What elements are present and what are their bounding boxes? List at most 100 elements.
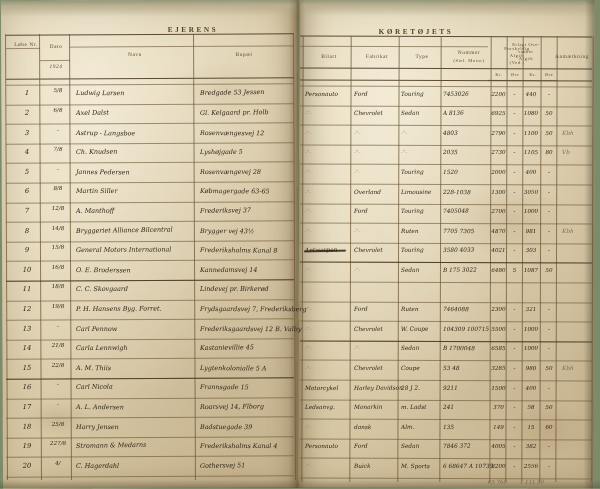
- cell-forskyldig-ore: -: [513, 91, 516, 98]
- cell-forskyldig-ore: 5: [512, 267, 517, 274]
- cell-fabrikat: -"-: [353, 267, 361, 274]
- cell-forskyldig-kr: 3285: [491, 365, 506, 372]
- cell-nummer: 2035: [442, 150, 458, 157]
- cell-bilart: -"-: [304, 268, 312, 275]
- header-ore-1: Øre: [510, 72, 520, 77]
- cell-forskyldig-ore: -: [513, 248, 516, 255]
- cell-erlagt-ore: 50: [545, 130, 553, 137]
- cell-lobe-nr: 1: [24, 89, 30, 98]
- cell-type: -"-: [400, 150, 408, 157]
- cell-dato: -: [57, 166, 59, 173]
- cell-type: M. Sports: [400, 464, 430, 471]
- cell-type: m. Ladst: [400, 405, 427, 412]
- cell-lobe-nr: 3: [24, 128, 30, 137]
- cell-erlagt-kr: 15: [527, 424, 535, 431]
- cell-forskyldig-ore: -: [513, 150, 516, 157]
- cell-navn: C. C. Skovgaard: [75, 285, 129, 294]
- cell-bilart: -"-: [304, 228, 312, 235]
- cell-lobe-nr: 11: [22, 285, 32, 294]
- cell-erlagt-kr: 2556: [523, 463, 539, 470]
- cell-navn: A. M. Thiis: [75, 363, 112, 372]
- cell-lobe-nr: 7: [24, 206, 30, 215]
- cell-type: W. Coupe: [400, 326, 429, 333]
- cell-navn: Axel Dalst: [75, 108, 109, 117]
- cell-fabrikat: Chevrolet: [353, 248, 383, 255]
- header-forskyldig: Forskyldig: [504, 46, 530, 51]
- cell-forskyldig-ore: -: [513, 111, 516, 118]
- cell-forskyldig-ore: -: [513, 405, 516, 412]
- cell-dato: -: [57, 323, 59, 330]
- cell-erlagt-ore: 50: [545, 405, 553, 412]
- header-fabrikat: Fabrikat: [365, 54, 389, 60]
- cell-anmaerkning: Kbh: [561, 228, 574, 235]
- cell-nummer: B 175 3022: [442, 267, 477, 274]
- cell-erlagt-ore: -: [548, 209, 550, 216]
- cell-lobe-nr: 12: [22, 304, 32, 313]
- cell-bopael: Brygger vej 43½: [199, 226, 255, 235]
- cell-nummer: B 1700048: [442, 346, 475, 353]
- cell-navn: Carl Pennow: [75, 324, 118, 333]
- total-erlagt: 1 111 50: [519, 479, 545, 486]
- header-type: Type: [415, 54, 429, 60]
- bottom-edge-shadow: [0, 480, 600, 488]
- cell-navn: General Motors International: [75, 245, 172, 255]
- cell-forskyldig-ore: -: [513, 209, 516, 216]
- cell-forskyldig-ore: -: [513, 365, 516, 372]
- header-nummer-sub: (Stel. Motor): [453, 58, 485, 63]
- cell-erlagt-kr: 400: [525, 169, 537, 176]
- cell-fabrikat: Monarkin: [353, 404, 383, 412]
- cell-lobe-nr: 18: [22, 422, 32, 431]
- cell-type: Sedan: [400, 444, 420, 451]
- cell-nummer: 135: [442, 424, 455, 431]
- cell-forskyldig-kr: 2790: [491, 130, 506, 137]
- cell-type: Touring: [400, 248, 424, 255]
- cell-forskyldig-ore: -: [513, 326, 516, 333]
- cell-dato: 7/8: [53, 147, 63, 154]
- cell-bilart: -"-: [304, 424, 312, 431]
- header-kr-1: Kr.: [495, 72, 503, 77]
- cell-erlagt-ore: -: [548, 326, 550, 333]
- cell-erlagt-ore: -: [548, 463, 550, 470]
- cell-fabrikat: -"-: [353, 130, 361, 137]
- cell-forskyldig-kr: 4870: [491, 228, 506, 235]
- cell-type: Coupe: [400, 366, 420, 373]
- cell-fabrikat: Harley Davidson: [353, 385, 403, 392]
- header-erlagt: Erlagt Ove-: [512, 42, 540, 47]
- cell-navn: Ludwig Larsen: [75, 89, 125, 98]
- cell-navn: O. E. Broderssen: [75, 265, 131, 275]
- cell-nummer: 104309 100715: [442, 326, 490, 333]
- cell-navn: Harry Jensen: [75, 422, 119, 431]
- cell-forskyldig-kr: 370: [493, 405, 504, 412]
- cell-erlagt-ore: -: [548, 189, 550, 196]
- cell-fabrikat: dansk: [353, 424, 372, 431]
- cell-bopael: Frannsgade 15: [199, 383, 249, 392]
- cell-fabrikat: Chevrolet: [353, 326, 383, 333]
- cell-erlagt-kr: 1087: [523, 267, 539, 274]
- cell-dato: 19/8: [51, 304, 65, 311]
- cell-forskyldig-kr: 1500: [491, 385, 506, 392]
- cell-dato: 16/8: [51, 264, 65, 271]
- cell-dato: 5/8: [53, 88, 63, 95]
- header-bilart: Bilart: [321, 54, 337, 60]
- cell-fabrikat: -"-: [353, 150, 361, 157]
- cell-bopael: Kannedamsvej 14: [199, 265, 258, 274]
- cell-erlagt-kr: 382: [525, 444, 537, 451]
- cell-forskyldig-ore: -: [513, 189, 516, 196]
- cell-bopael: Frydsgaardsvej 7, Frederiksberg: [199, 305, 307, 314]
- cell-forskyldig-ore: -: [513, 385, 516, 392]
- cell-nummer: 6 68647 A 10735: [442, 464, 494, 471]
- cell-erlagt-ore: 50: [545, 366, 553, 373]
- cell-forskyldig-kr: 4021: [491, 248, 506, 255]
- cell-erlagt-ore: 50: [545, 268, 553, 275]
- cell-erlagt-ore: -: [548, 444, 550, 451]
- cell-erlagt-kr: 1000: [523, 326, 539, 333]
- cell-type: Ruten: [400, 307, 419, 314]
- cell-forskyldig-kr: 1300: [491, 189, 506, 196]
- cell-dato: -: [57, 382, 59, 389]
- cell-type: 28 J 2.: [400, 385, 420, 392]
- cell-forskyldig-ore: -: [513, 307, 516, 314]
- cell-erlagt-kr: 321: [525, 307, 537, 314]
- cell-erlagt-ore: -: [548, 228, 550, 235]
- cell-lobe-nr: 8: [24, 226, 30, 235]
- cell-forskyldig-kr: 2200: [491, 91, 506, 98]
